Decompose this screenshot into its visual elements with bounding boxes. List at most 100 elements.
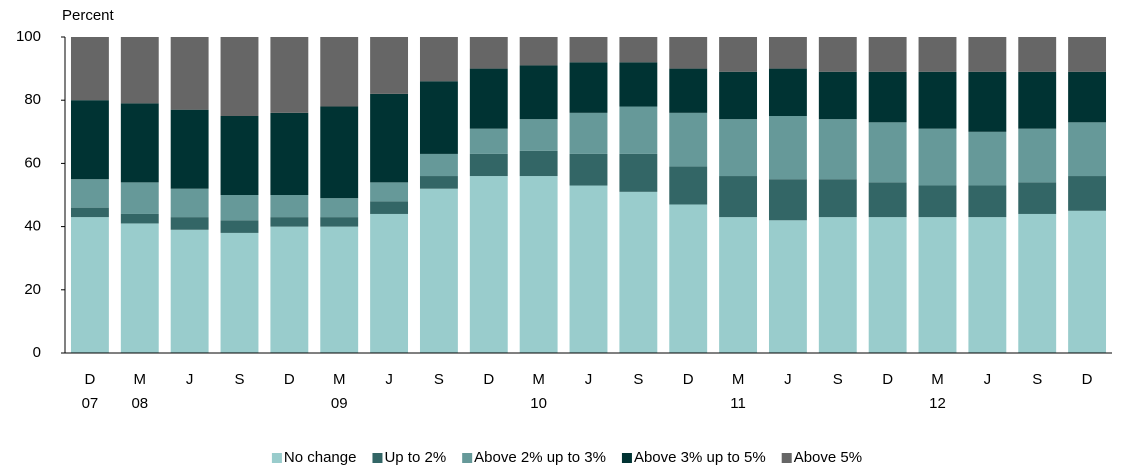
bar-segment [1018, 128, 1057, 183]
bar-segment [569, 37, 608, 63]
legend-swatch [372, 453, 383, 463]
bar-segment [1018, 37, 1057, 72]
bar-segment [70, 207, 109, 218]
x-group-label: 11 [730, 395, 746, 412]
y-tick-label: 40 [24, 218, 41, 235]
bar-segment [719, 119, 758, 177]
x-tick-label: D [284, 371, 295, 388]
bar-segment [669, 37, 708, 69]
legend-swatch [462, 453, 473, 463]
bar-segment [419, 37, 458, 82]
bar-segment [768, 179, 807, 221]
bar-segment [768, 220, 807, 353]
bar-segment [1068, 122, 1107, 177]
legend: No change Up to 2% Above 2% up to 3% Above … [271, 449, 862, 466]
bar-segment [818, 217, 857, 353]
bar-segment [1068, 37, 1107, 72]
bar-segment [170, 217, 209, 230]
legend-label: No change [284, 449, 357, 466]
bar-segment [918, 37, 957, 72]
bar-segment [918, 185, 957, 218]
x-tick-label: D [483, 371, 494, 388]
x-tick-label: M [532, 371, 545, 388]
legend-swatch [621, 453, 632, 463]
bar-segment [419, 176, 458, 189]
bar-segment [868, 182, 907, 218]
bar-segment [868, 217, 907, 353]
bar-segment [818, 119, 857, 180]
bar-segment [370, 182, 409, 202]
bar-segment [569, 153, 608, 186]
bar-segment [918, 128, 957, 186]
bar-segment [270, 226, 309, 353]
x-group-label: 07 [82, 395, 99, 412]
bar-segment [120, 103, 159, 183]
bar-segment [370, 213, 409, 353]
bar-segment [469, 68, 508, 129]
bar-segment [320, 106, 359, 199]
bar-segment [818, 179, 857, 218]
x-tick-label: D [1082, 371, 1093, 388]
bar-segment [1068, 71, 1107, 123]
legend-label: Above 3% up to 5% [634, 449, 766, 466]
y-tick-label: 100 [16, 28, 41, 45]
x-group-label: 10 [530, 395, 547, 412]
bar-segment [120, 182, 159, 214]
bar-segment [120, 223, 159, 353]
bar-segment [320, 217, 359, 227]
bar-segment [270, 195, 309, 218]
bar-segment [669, 68, 708, 113]
bar-segment [569, 112, 608, 154]
bar-segment [1018, 182, 1057, 214]
bar-segment [370, 201, 409, 214]
bar-segment [818, 71, 857, 120]
y-tick-label: 20 [24, 281, 41, 298]
legend-label: Above 5% [794, 449, 862, 466]
x-tick-label: J [385, 371, 393, 388]
bar-segment [270, 112, 309, 195]
x-tick-label: D [683, 371, 694, 388]
bar-segment [1018, 71, 1057, 129]
x-group-label: 12 [929, 395, 946, 412]
bar-segment [469, 176, 508, 353]
bar-segment [270, 37, 309, 113]
x-tick-label: J [784, 371, 792, 388]
bar-segment [220, 37, 259, 116]
bar-segment [569, 185, 608, 353]
bar-segment [719, 217, 758, 353]
bar-segment [619, 62, 658, 107]
x-tick-label: J [186, 371, 194, 388]
bar-segment [120, 213, 159, 224]
bar-segment [170, 109, 209, 189]
bar-segment [220, 232, 259, 353]
bar-segment [818, 37, 857, 72]
bar-segment [719, 71, 758, 120]
bar-segment [669, 166, 708, 205]
x-tick-label: J [585, 371, 593, 388]
bar-segment [868, 37, 907, 72]
bar-segment [519, 65, 558, 120]
x-tick-label: S [434, 371, 444, 388]
bar-segment [170, 188, 209, 218]
legend-label: Up to 2% [384, 449, 446, 466]
x-group-label: 09 [331, 395, 348, 412]
x-tick-label: M [134, 371, 147, 388]
bar-segment [719, 37, 758, 72]
bar-segment [619, 37, 658, 63]
bar-segment [1068, 176, 1107, 211]
bar-segment [220, 195, 259, 221]
x-tick-label: M [333, 371, 346, 388]
bar-segment [569, 62, 608, 113]
x-tick-label: M [931, 371, 944, 388]
bar-segment [70, 179, 109, 208]
legend-swatch [781, 453, 792, 463]
bar-segment [170, 37, 209, 110]
bar-segment [320, 37, 359, 107]
bar-segment [469, 128, 508, 154]
bar-segment [70, 100, 109, 180]
bar-segment [419, 81, 458, 154]
bar-segment [120, 37, 159, 104]
y-axis-label: Percent [62, 7, 115, 24]
x-tick-label: S [234, 371, 244, 388]
bar-segment [918, 217, 957, 353]
